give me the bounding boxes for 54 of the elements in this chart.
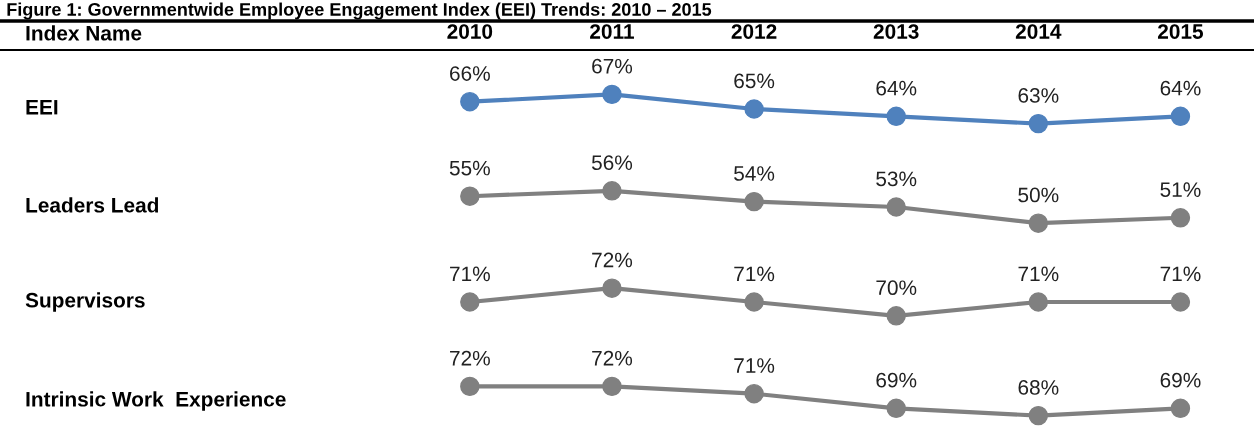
x-tick-label: 2015 (1157, 24, 1204, 39)
point (886, 106, 906, 127)
point (1028, 213, 1049, 233)
point (1028, 113, 1049, 134)
data-label: 64% (1160, 80, 1201, 96)
point (460, 186, 480, 206)
text: Index Name (26, 25, 142, 41)
point (744, 99, 764, 119)
data-label: 69% (1160, 372, 1201, 388)
data-label: 53% (876, 171, 917, 187)
point (886, 398, 906, 419)
data-label: 71% (450, 266, 490, 282)
data-label: 67% (592, 58, 633, 74)
data-label: 65% (734, 73, 775, 89)
chart-title: Figure 1: Governmentwide Employee Engagement Index (EEI) Trends: 2010 – 2015 (7, 2, 712, 20)
data-label: 50% (1018, 187, 1059, 203)
y-axis-title: EEI (26, 100, 58, 115)
data-label: 71% (734, 266, 775, 282)
point (602, 84, 622, 105)
point (1170, 208, 1191, 228)
y-axis-title: Supervisors (25, 292, 145, 312)
point (1170, 106, 1191, 127)
data-label: 71% (1160, 266, 1201, 282)
data-label: 54% (734, 166, 775, 181)
data-label: 66% (450, 66, 490, 81)
data-label: 72% (450, 350, 490, 366)
data-label: 70% (876, 280, 917, 296)
point (744, 191, 764, 212)
point (886, 197, 906, 217)
data-label: 51% (1160, 182, 1201, 197)
point (744, 383, 764, 404)
point (1028, 405, 1049, 426)
point (1170, 398, 1191, 419)
data-label: 71% (1018, 266, 1059, 282)
y-axis-title: Intrinsic Work Experience (26, 391, 286, 411)
data-label: 63% (1018, 88, 1059, 103)
data-label: 71% (734, 358, 775, 373)
y-axis-title: Leaders Lead (26, 197, 159, 213)
data-label: 64% (876, 80, 917, 96)
data-label: 72% (592, 252, 633, 268)
x-tick-label: 2013 (873, 24, 919, 39)
x-tick-label: 2012 (731, 24, 777, 39)
point (602, 181, 622, 201)
data-label: 56% (591, 155, 633, 171)
data-label: 69% (876, 372, 917, 388)
x-tick-label: 2014 (1015, 24, 1062, 39)
data-label: 55% (449, 160, 490, 176)
point (460, 91, 480, 112)
data-label: 72% (592, 350, 633, 366)
point (460, 376, 480, 397)
point (602, 376, 622, 397)
x-tick-label: 2010 (447, 24, 493, 39)
x-tick-label: 2011 (590, 24, 634, 39)
data-label: 68% (1018, 380, 1059, 395)
